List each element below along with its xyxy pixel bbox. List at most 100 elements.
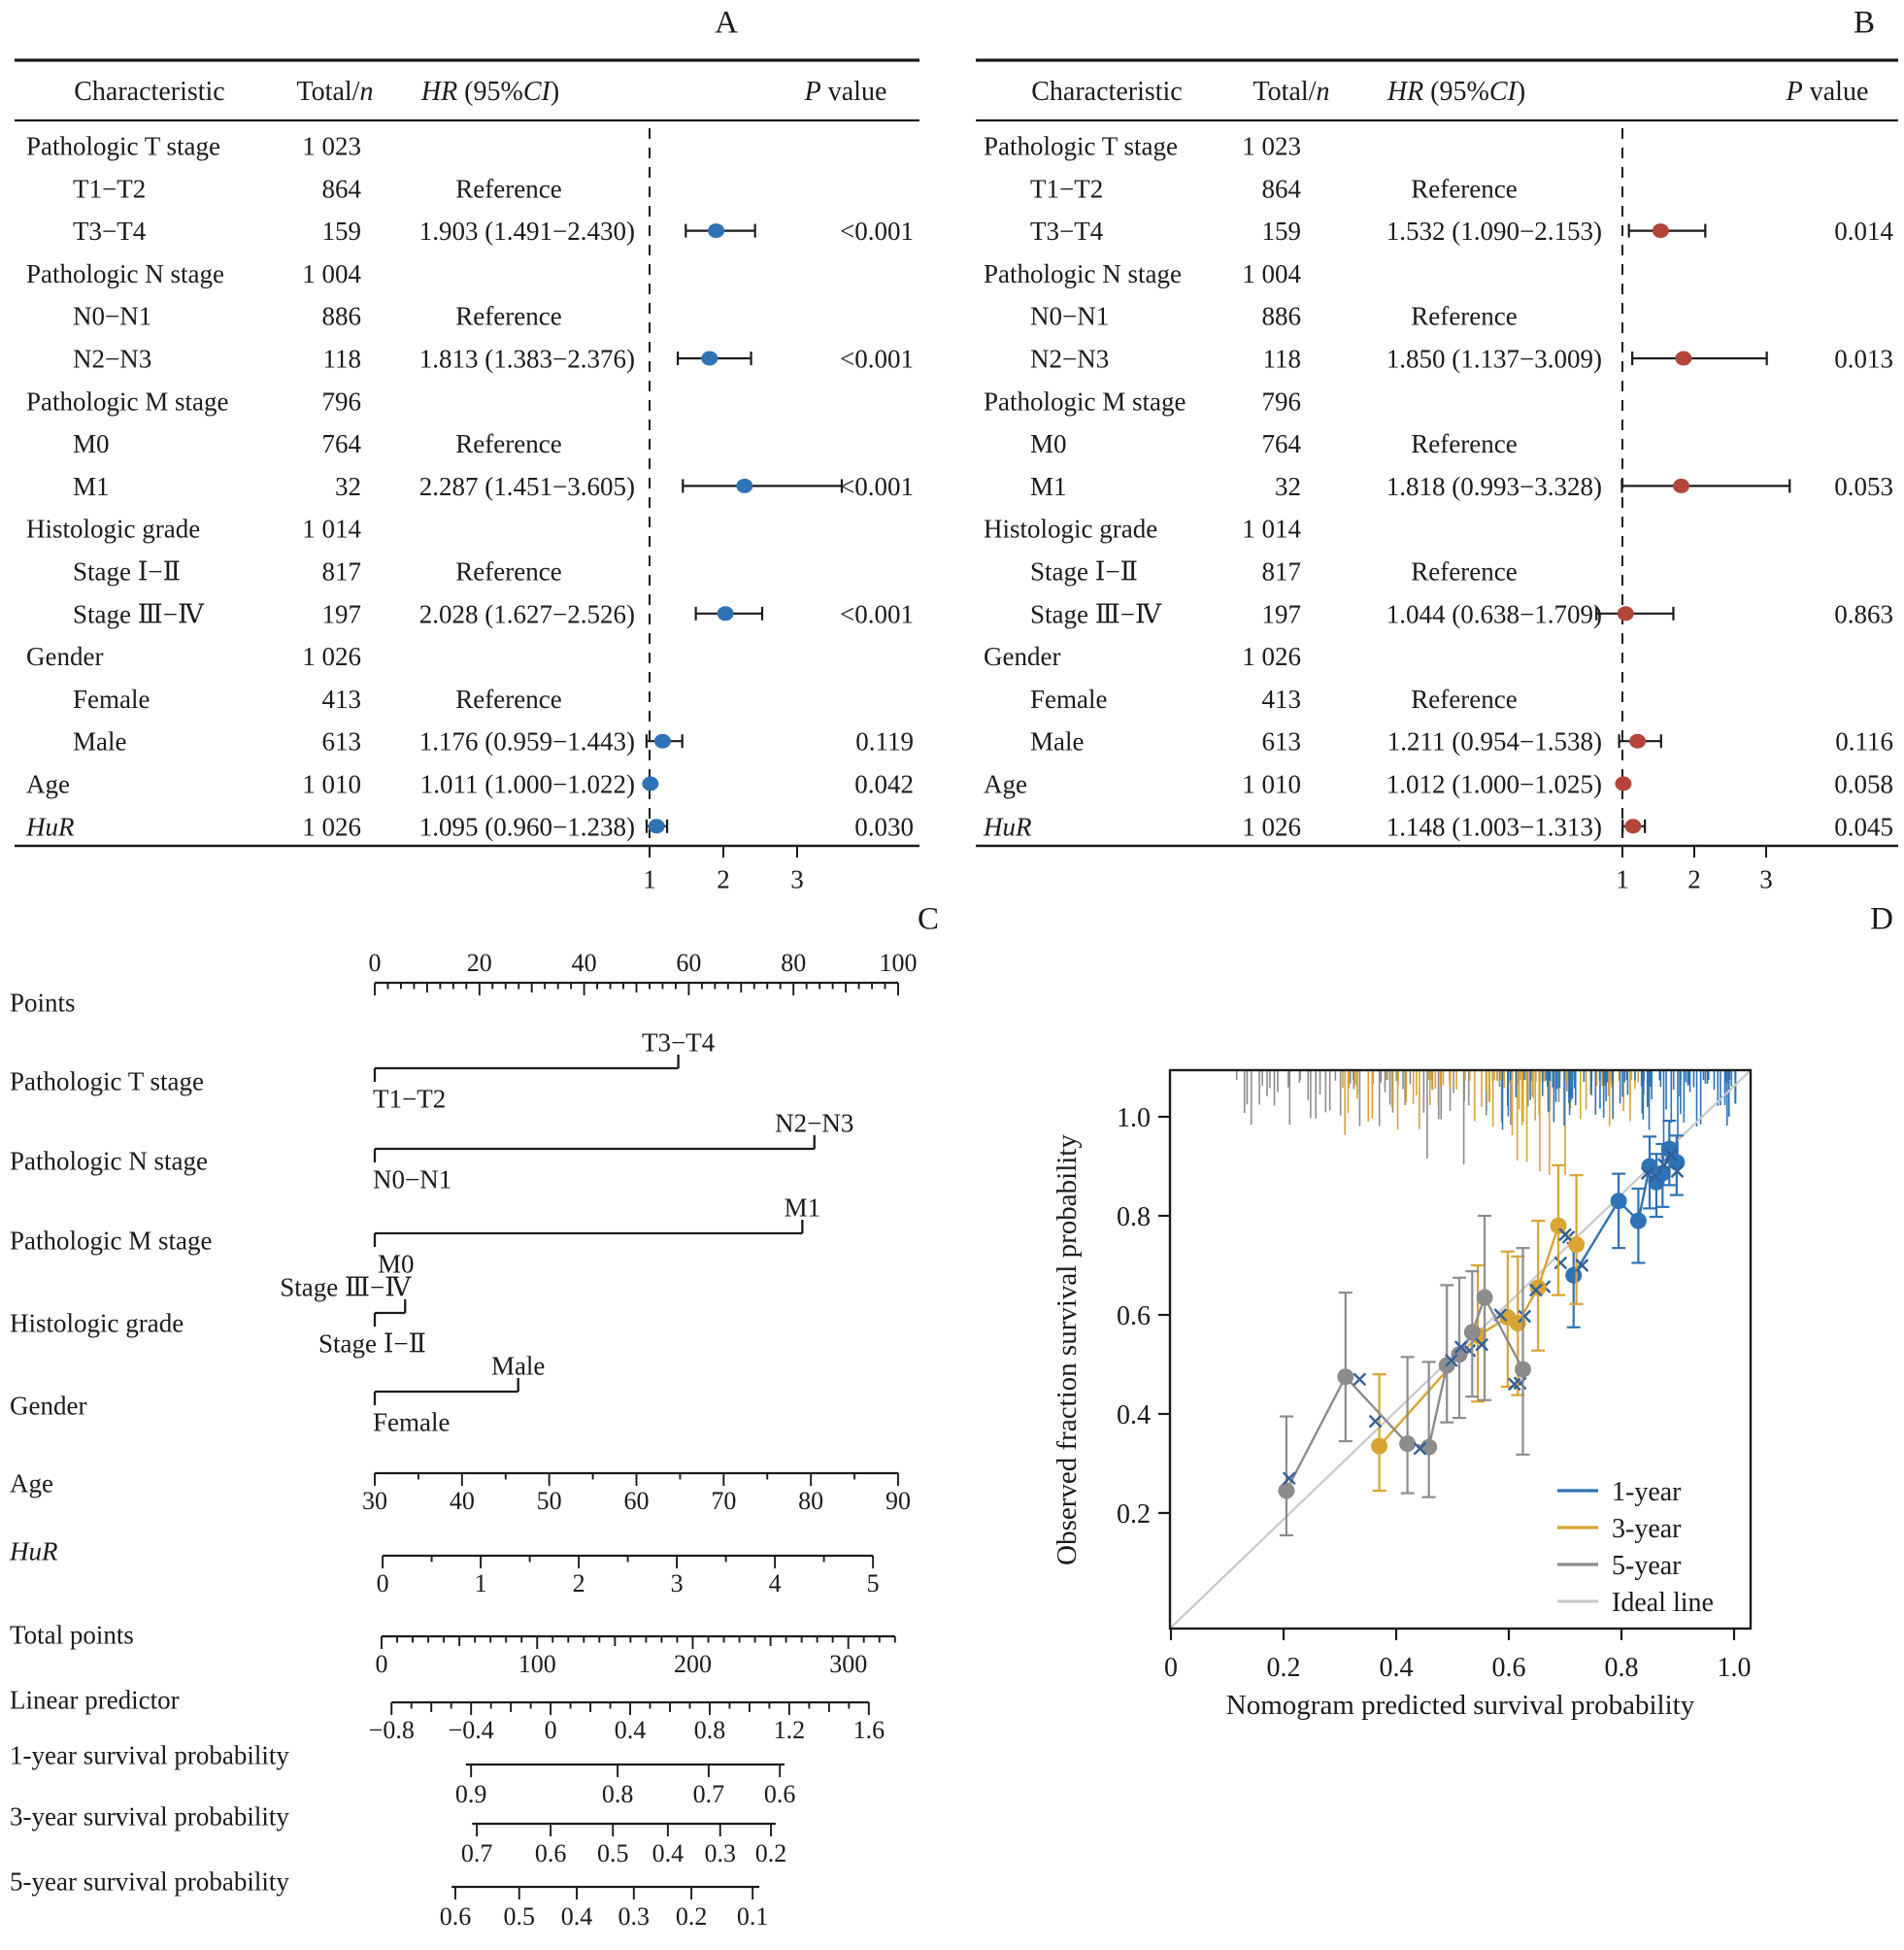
nomogram-tick-label: 0.5	[504, 1902, 536, 1931]
x-marker	[1670, 1164, 1685, 1178]
hr-point	[648, 819, 665, 834]
legend-label: 3-year	[1612, 1514, 1682, 1544]
nomogram-tick-label: 0.2	[676, 1902, 708, 1931]
row-pvalue: <0.001	[840, 472, 914, 501]
nomogram-tick-label: 70	[711, 1487, 736, 1515]
row-reference: Reference	[455, 556, 561, 586]
row-label: Age	[26, 769, 70, 798]
row-hr-ci: 1.818 (0.993−3.328)	[1386, 472, 1602, 501]
row-label: Stage Ⅰ−Ⅱ	[73, 556, 181, 586]
row-pvalue: 0.053	[1834, 472, 1893, 501]
x-marker	[1368, 1414, 1383, 1429]
nomogram-tick-label: 40	[450, 1487, 475, 1515]
nomogram-row-label: HuR	[9, 1536, 58, 1565]
header-part: value	[821, 77, 887, 107]
row-label: N2−N3	[1030, 344, 1109, 373]
row-total: 1 026	[302, 642, 361, 671]
column-header-characteristic: Characteristic	[74, 77, 224, 107]
nomogram-row-label: Pathologic T stage	[10, 1066, 204, 1095]
row-label: HuR	[25, 812, 75, 841]
series-line-5-year	[1285, 1294, 1524, 1492]
nomogram-tick-label: 20	[467, 949, 492, 977]
x-marker	[1657, 1158, 1671, 1172]
nomogram-tick-label: 60	[676, 949, 701, 977]
nomogram-tick-label: 0.6	[764, 1780, 796, 1808]
row-hr-ci: 1.044 (0.638−1.709)	[1386, 599, 1602, 628]
series-point-3-year	[1371, 1437, 1388, 1455]
panel-letter: D	[1870, 902, 1893, 937]
row-label: Pathologic N stage	[26, 259, 224, 288]
row-total: 32	[335, 472, 361, 501]
nomogram-option-label: Stage Ⅲ−Ⅳ	[280, 1272, 412, 1301]
legend-label: 5-year	[1612, 1551, 1682, 1581]
nomogram-tick-label: 300	[829, 1650, 867, 1678]
nomogram-row-label: Gender	[10, 1391, 86, 1420]
row-label: Pathologic N stage	[984, 259, 1182, 288]
forest-panel-a: A Characteristic Total/n HR (95%CI) P value 1…	[15, 6, 919, 893]
row-total: 1 026	[1242, 812, 1301, 841]
x-marker	[1575, 1259, 1589, 1272]
nomogram-option-label: T3−T4	[642, 1027, 716, 1057]
row-label: Gender	[26, 642, 103, 671]
column-header-total: Total/n	[1253, 77, 1330, 107]
header-part: )	[551, 77, 559, 107]
row-label: Stage Ⅲ−Ⅳ	[1030, 599, 1162, 628]
row-label: N0−N1	[73, 302, 151, 331]
row-hr-ci: 1.011 (1.000−1.022)	[420, 769, 635, 798]
x-axis-tick-label: 0.2	[1267, 1653, 1301, 1683]
row-label: Male	[73, 727, 126, 756]
row-total: 1 023	[302, 131, 361, 160]
nomogram-tick-label: 0.9	[455, 1780, 487, 1808]
nomogram-tick-label: 200	[674, 1650, 712, 1678]
column-header-total: Total/n	[297, 77, 374, 107]
nomogram-row-label: Age	[10, 1468, 53, 1497]
row-label: Age	[984, 769, 1027, 798]
y-axis-tick-label: 0.2	[1117, 1499, 1151, 1530]
x-marker	[1475, 1337, 1489, 1352]
y-axis-tick-label: 0.4	[1117, 1400, 1151, 1430]
series-point-3-year	[1550, 1217, 1567, 1234]
row-label: N2−N3	[73, 344, 151, 373]
row-pvalue: 0.042	[854, 769, 914, 798]
row-label: Pathologic T stage	[984, 131, 1178, 160]
x-axis-tick-label: 0.4	[1380, 1653, 1414, 1683]
nomogram-tick-label: 40	[572, 949, 597, 977]
row-label: Pathologic M stage	[26, 387, 228, 416]
hr-point	[1675, 351, 1692, 366]
nomogram-tick-label: 0.4	[615, 1716, 647, 1744]
hr-point	[736, 478, 753, 493]
x-axis-tick-label: 1.0	[1718, 1653, 1752, 1683]
row-label: Pathologic M stage	[984, 387, 1186, 416]
hr-axis-tick-label: 3	[1759, 864, 1773, 893]
hr-point	[1615, 776, 1632, 791]
nomogram-tick-label: 100	[518, 1650, 556, 1678]
nomogram-tick-label: 90	[885, 1487, 911, 1515]
series-point-3-year	[1568, 1236, 1586, 1254]
nomogram-tick-label: 0.8	[602, 1780, 634, 1808]
row-hr-ci: 2.028 (1.627−2.526)	[419, 599, 635, 628]
series-point-5-year	[1476, 1289, 1493, 1306]
row-total: 1 004	[1242, 259, 1301, 288]
forest-panel-b: B Characteristic Total/n HR (95%CI) P value 1…	[976, 6, 1898, 893]
nomogram-row-label: Pathologic N stage	[10, 1146, 208, 1175]
row-total: 886	[1262, 302, 1302, 331]
header-part: P	[804, 77, 821, 107]
nomogram-tick-label: −0.8	[369, 1716, 415, 1744]
hr-axis-tick-label: 1	[1616, 864, 1629, 893]
hr-axis-tick-label: 3	[790, 864, 804, 893]
row-total: 864	[322, 174, 362, 203]
y-axis-tick-label: 0.6	[1117, 1301, 1151, 1331]
row-label: M1	[1030, 472, 1067, 501]
legend-label: Ideal line	[1612, 1588, 1714, 1618]
nomogram-tick-label: 30	[362, 1487, 387, 1515]
row-hr-ci: 1.012 (1.000−1.025)	[1386, 769, 1602, 798]
row-label: Histologic grade	[984, 515, 1157, 544]
x-marker	[1640, 1166, 1654, 1180]
hr-axis-tick-label: 1	[643, 864, 656, 893]
row-hr-ci: 1.813 (1.383−2.376)	[419, 344, 635, 373]
row-label: Stage Ⅰ−Ⅱ	[1030, 556, 1138, 586]
series-point-1-year	[1610, 1193, 1627, 1210]
nomogram-tick-label: 1.6	[853, 1716, 885, 1744]
row-reference: Reference	[455, 429, 561, 458]
